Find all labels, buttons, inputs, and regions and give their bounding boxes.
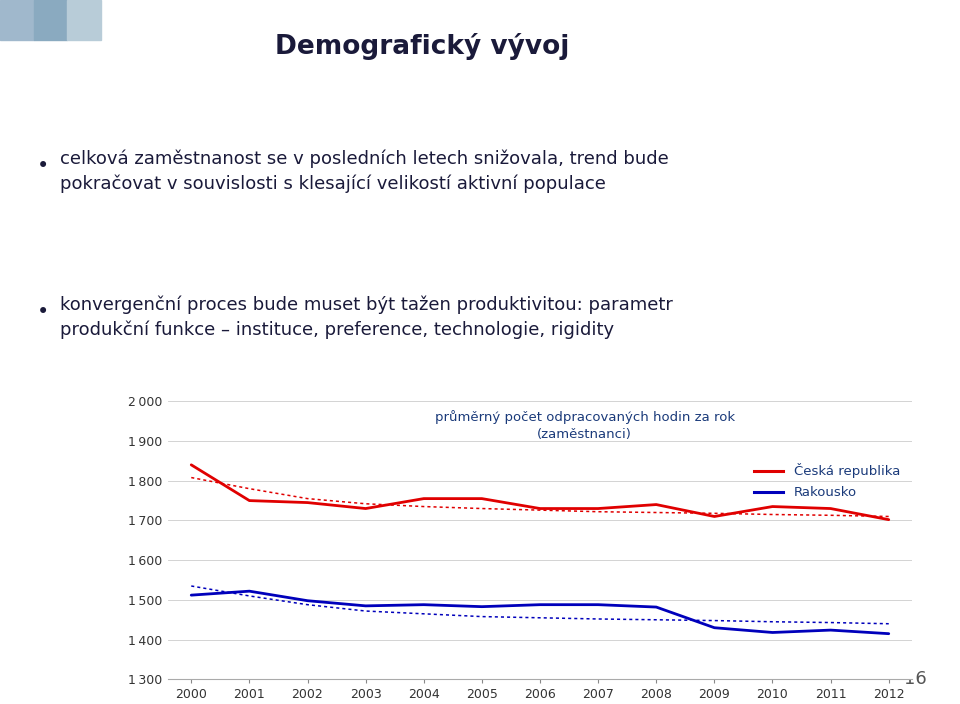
Bar: [0, 0, 34, 40]
Text: 16: 16: [903, 670, 926, 689]
Text: •: •: [36, 156, 49, 176]
Text: konvergenční proces bude muset být tažen produktivitou: parametr
produkční funkc: konvergenční proces bude muset být tažen…: [60, 296, 672, 339]
Text: •: •: [36, 302, 49, 322]
Legend: Česká republika, Rakousko: Česká republika, Rakousko: [749, 458, 905, 504]
Text: celková zaměstnanost se v posledních letech snižovala, trend bude
pokračovat v s: celková zaměstnanost se v posledních let…: [60, 149, 668, 193]
Text: Demografický vývoj: Demografický vývoj: [276, 34, 569, 61]
Text: průměrný počet odpracovaných hodin za rok
(zaměstnanci): průměrný počet odpracovaných hodin za ro…: [435, 410, 734, 441]
Bar: [67, 0, 101, 40]
Bar: [34, 0, 67, 40]
